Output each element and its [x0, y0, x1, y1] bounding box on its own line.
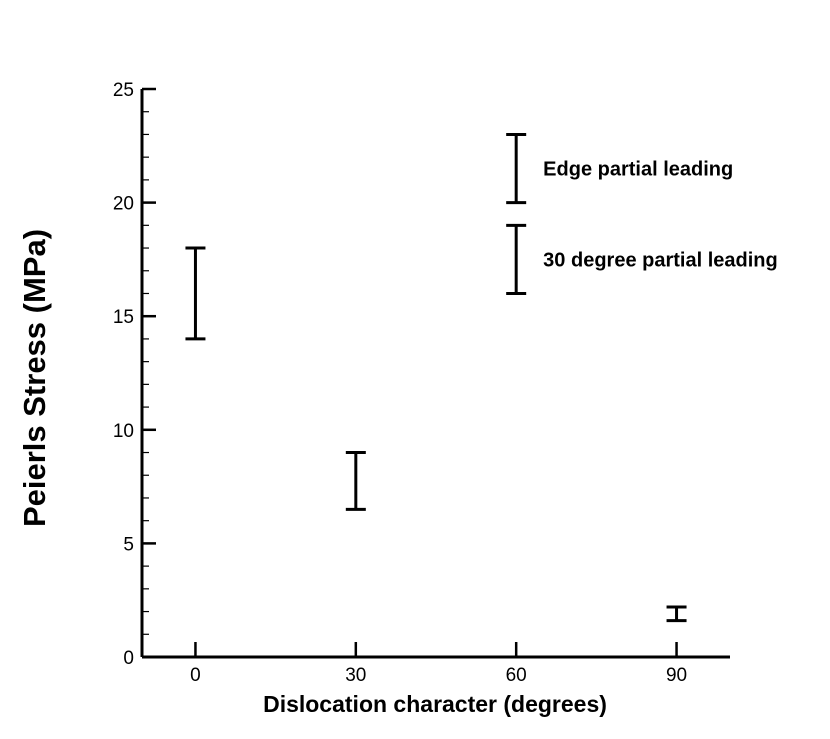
error-bar [666, 605, 687, 623]
x-tick-label: 0 [190, 665, 201, 686]
axes: 0 5 10 15 20 25 0 30 60 90 [113, 80, 730, 686]
error-bar [345, 451, 366, 511]
error-bar: Edge partial leading [506, 132, 733, 205]
y-tick-label: 20 [113, 194, 134, 215]
error-bar [185, 246, 206, 341]
y-tick-label: 25 [113, 80, 134, 101]
y-tick-label: 0 [123, 648, 134, 669]
error-bars: Edge partial leading 30 degree partial le… [185, 132, 778, 623]
y-tick-label: 10 [113, 421, 134, 442]
error-bar-annotation: Edge partial leading [543, 159, 733, 181]
y-tick-label: 5 [123, 534, 134, 555]
error-bar: 30 degree partial leading [506, 223, 778, 295]
x-tick-label: 30 [345, 665, 366, 686]
y-axis-label: Peierls Stress (MPa) [17, 229, 52, 527]
y-tick-label: 15 [113, 307, 134, 328]
x-tick-label: 60 [506, 665, 527, 686]
x-tick-label: 90 [666, 665, 687, 686]
x-axis-label: Dislocation character (degrees) [263, 691, 607, 717]
error-bar-annotation: 30 degree partial leading [543, 249, 778, 271]
